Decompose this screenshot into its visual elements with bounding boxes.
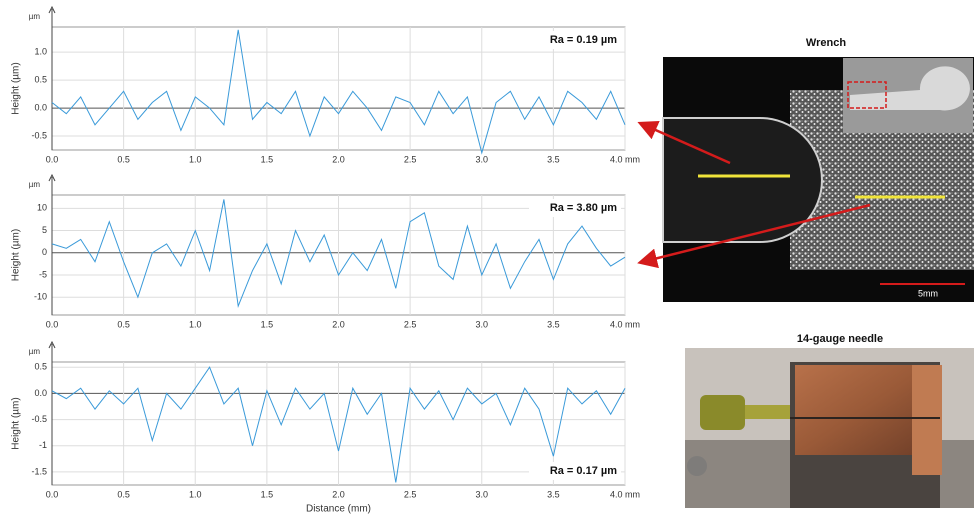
y-tick-label: 0.5 xyxy=(34,74,47,84)
x-tick-label: 3.5 xyxy=(547,319,560,329)
y-tick-label: -1 xyxy=(39,440,47,450)
photo-title: Wrench xyxy=(806,37,846,49)
y-tick-label: -10 xyxy=(34,292,47,302)
y-tick-label: 0 xyxy=(42,247,47,257)
x-tick-label: 4.0 mm xyxy=(610,489,640,499)
x-tick-label: 1.5 xyxy=(261,489,274,499)
y-unit: µm xyxy=(29,180,41,189)
needle-photo xyxy=(685,348,974,508)
x-tick-label: 2.0 xyxy=(332,154,345,164)
x-tick-label: 0.5 xyxy=(117,154,130,164)
x-tick-label: 1.5 xyxy=(261,154,274,164)
x-tick-label: 3.5 xyxy=(547,154,560,164)
y-axis-label: Height (µm) xyxy=(11,229,22,281)
y-tick-label: -0.5 xyxy=(31,414,47,424)
y-axis-label: Height (µm) xyxy=(11,397,22,449)
y-unit: µm xyxy=(29,347,41,356)
x-tick-label: 2.5 xyxy=(404,319,417,329)
y-tick-label: 1.0 xyxy=(34,47,47,57)
x-tick-label: 1.5 xyxy=(261,319,274,329)
annotation: Ra = 0.17 µm xyxy=(550,465,617,477)
x-tick-label: 0.0 xyxy=(46,154,59,164)
photo-title: 14-gauge needle xyxy=(797,333,883,345)
x-tick-label: 0.5 xyxy=(117,489,130,499)
x-tick-label: 0.0 xyxy=(46,489,59,499)
x-tick-label: 2.0 xyxy=(332,489,345,499)
figure: Wrench 5mm 14-gauge needle -0.5 0.0 0.5 1.0… xyxy=(0,0,974,520)
x-tick-label: 1.0 xyxy=(189,489,202,499)
x-tick-label: 2.5 xyxy=(404,154,417,164)
x-tick-label: 3.0 xyxy=(475,154,488,164)
x-tick-label: 3.5 xyxy=(547,489,560,499)
x-tick-label: 3.0 xyxy=(475,489,488,499)
scale-bar-label: 5mm xyxy=(918,288,938,298)
y-tick-label: 0.0 xyxy=(34,102,47,112)
y-tick-label: 5 xyxy=(42,225,47,235)
y-tick-label: -0.5 xyxy=(31,130,47,140)
y-axis-label: Height (µm) xyxy=(11,62,22,114)
y-tick-label: 0.0 xyxy=(34,388,47,398)
x-tick-label: 2.5 xyxy=(404,489,417,499)
x-tick-label: 4.0 mm xyxy=(610,154,640,164)
x-tick-label: 2.0 xyxy=(332,319,345,329)
x-tick-label: 1.0 xyxy=(189,319,202,329)
x-tick-label: 4.0 mm xyxy=(610,319,640,329)
wrench-photo xyxy=(663,57,974,302)
y-tick-label: -5 xyxy=(39,269,47,279)
x-tick-label: 0.0 xyxy=(46,319,59,329)
x-axis-label: Distance (mm) xyxy=(306,504,371,515)
y-tick-label: -1.5 xyxy=(31,466,47,476)
annotation: Ra = 0.19 µm xyxy=(550,34,617,46)
y-unit: µm xyxy=(29,12,41,21)
x-tick-label: 1.0 xyxy=(189,154,202,164)
y-tick-label: 10 xyxy=(37,203,47,213)
annotation: Ra = 3.80 µm xyxy=(550,202,617,214)
x-tick-label: 3.0 xyxy=(475,319,488,329)
y-tick-label: 0.5 xyxy=(34,362,47,372)
x-tick-label: 0.5 xyxy=(117,319,130,329)
